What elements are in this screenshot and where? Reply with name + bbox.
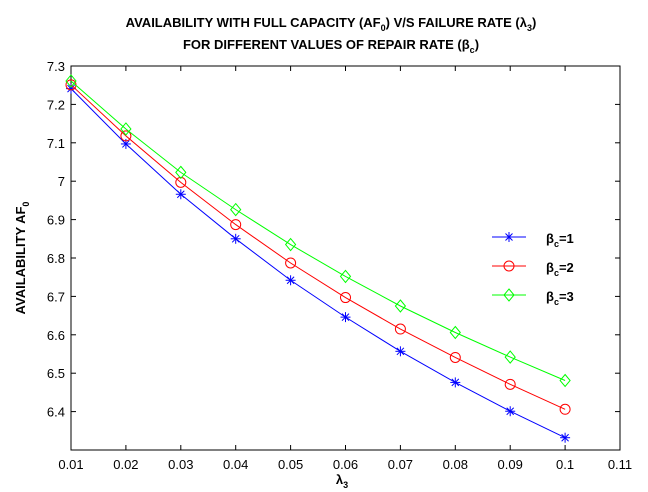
legend-marker-1 — [504, 232, 514, 242]
series-group — [65, 74, 571, 443]
x-tick-label: 0.09 — [498, 457, 523, 472]
series-1-point — [285, 275, 296, 286]
series-line-1 — [70, 88, 566, 439]
series-3-point — [120, 122, 132, 136]
y-tick-label: 6.4 — [47, 405, 65, 420]
y-tick-label: 6.5 — [47, 366, 65, 381]
series-3-point — [284, 237, 297, 252]
axis-ticks: 0.01 0.02 0.03 0.04 0.05 0.06 0.07 0.08 0.09 0.1 0… — [47, 59, 632, 472]
series-2-point — [340, 292, 351, 304]
y-tick-label: 6.8 — [47, 251, 65, 266]
x-tick-label: 0.02 — [113, 457, 138, 472]
series-3-point — [559, 373, 571, 388]
series-3-point — [449, 325, 461, 340]
chart-title-line-2: FOR DIFFERENT VALUES OF REPAIR RATE (βc) — [183, 37, 479, 55]
series-2-point — [230, 219, 242, 231]
series-3-point — [504, 350, 516, 364]
legend-marker-3 — [503, 288, 515, 302]
series-3-point — [230, 202, 242, 217]
series-2-point — [394, 323, 406, 335]
series-1-point — [395, 346, 406, 357]
x-tick-label: 0.08 — [443, 457, 468, 472]
series-3-point — [339, 269, 352, 284]
x-tick-label: 0.03 — [168, 457, 193, 472]
x-axis-label: λ3 — [336, 472, 348, 490]
y-tick-label: 7.2 — [47, 97, 65, 112]
x-tick-label: 0.1 — [556, 457, 574, 472]
series-2-point — [449, 351, 461, 363]
series-3-point — [65, 74, 77, 88]
legend-label-2: βc=2 — [546, 260, 574, 278]
chart-title-line-1: AVAILABILITY WITH FULL CAPACITY (AF0) V/… — [126, 15, 537, 33]
y-tick-label: 6.6 — [47, 328, 65, 343]
series-1-point — [230, 233, 241, 244]
series-1-point — [560, 432, 571, 443]
x-tick-label: 0.07 — [388, 457, 413, 472]
series-3-point — [394, 299, 407, 313]
legend-marker-2 — [503, 260, 515, 272]
series-2-point — [559, 403, 571, 415]
x-tick-label: 0.11 — [608, 457, 632, 472]
series-2-point — [285, 257, 297, 269]
x-tick-label: 0.01 — [58, 457, 83, 472]
y-axis-label: AVAILABILITY AF0 — [13, 202, 31, 315]
series-1-point — [340, 312, 351, 323]
x-tick-label: 0.06 — [333, 457, 358, 472]
series-2-point — [504, 378, 516, 390]
y-tick-label: 6.7 — [47, 289, 65, 304]
legend-label-1: βc=1 — [546, 231, 574, 249]
series-3-point — [175, 165, 187, 180]
legend: βc=1 βc=2 βc=3 — [492, 231, 574, 307]
series-1-point — [505, 406, 516, 417]
plot-area — [70, 65, 621, 451]
y-tick-label: 7 — [58, 174, 65, 189]
y-tick-label: 7.3 — [47, 59, 65, 74]
series-line-2 — [70, 84, 566, 410]
legend-label-3: βc=3 — [546, 289, 574, 307]
y-tick-label: 7.1 — [47, 136, 65, 151]
series-2-point — [175, 176, 187, 188]
series-line-3 — [70, 80, 566, 381]
x-tick-label: 0.04 — [223, 457, 248, 472]
series-1-point — [450, 377, 461, 388]
series-1-point — [175, 189, 186, 200]
x-tick-label: 0.05 — [278, 457, 303, 472]
series-2-point — [120, 130, 132, 142]
y-tick-label: 6.9 — [47, 213, 65, 228]
